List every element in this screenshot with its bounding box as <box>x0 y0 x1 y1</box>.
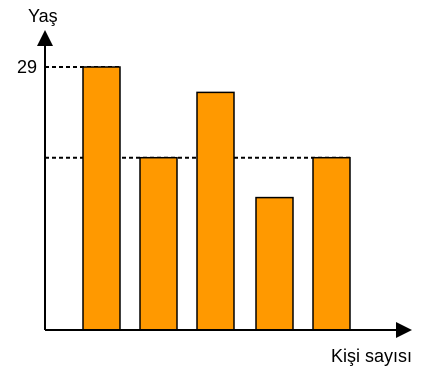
x-axis-title: Kişi sayısı <box>331 346 412 366</box>
bars <box>82 66 351 331</box>
bar-3 <box>196 91 235 331</box>
y-axis-arrow <box>37 30 53 46</box>
bar-4 <box>255 196 294 331</box>
x-axis-arrow <box>396 322 412 338</box>
y-tick-label: 29 <box>17 57 37 77</box>
bar-5 <box>312 156 351 331</box>
bar-2 <box>139 156 178 331</box>
bar-1 <box>82 66 121 331</box>
y-tick-labels: 29 <box>17 57 37 77</box>
y-axis-title: Yaş <box>28 6 58 26</box>
